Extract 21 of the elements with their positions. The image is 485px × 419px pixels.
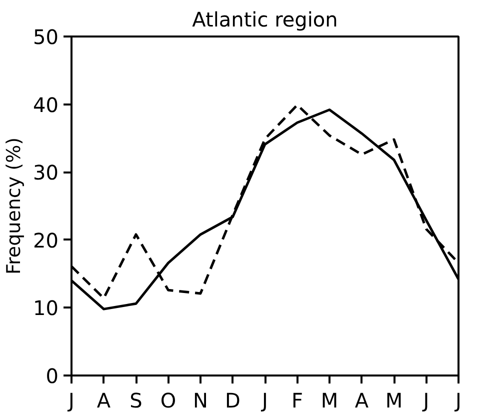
- x-tick-label: F: [292, 388, 304, 412]
- y-tick-label: 10: [33, 296, 59, 320]
- chart-title: Atlantic region: [192, 8, 338, 32]
- y-tick-label: 0: [46, 364, 59, 388]
- x-tick-label: S: [130, 388, 142, 412]
- x-tick-label: J: [66, 388, 74, 412]
- y-tick-label: 20: [33, 228, 59, 252]
- x-tick-label: J: [421, 388, 430, 412]
- x-tick-label: M: [385, 388, 403, 412]
- x-tick-label: O: [160, 388, 176, 412]
- y-tick-label: 30: [33, 160, 59, 185]
- x-tick-label: J: [260, 388, 268, 412]
- x-tick-label: A: [96, 388, 111, 412]
- x-tick-label: D: [225, 388, 240, 412]
- y-tick-label: 40: [33, 92, 59, 117]
- x-tick-label: N: [193, 388, 208, 412]
- x-tick-label: J: [454, 388, 462, 412]
- y-axis-title: Frequency (%): [3, 137, 26, 275]
- y-tick-label: 50: [33, 25, 59, 49]
- x-tick-label: A: [354, 388, 369, 412]
- x-tick-label: M: [320, 388, 338, 412]
